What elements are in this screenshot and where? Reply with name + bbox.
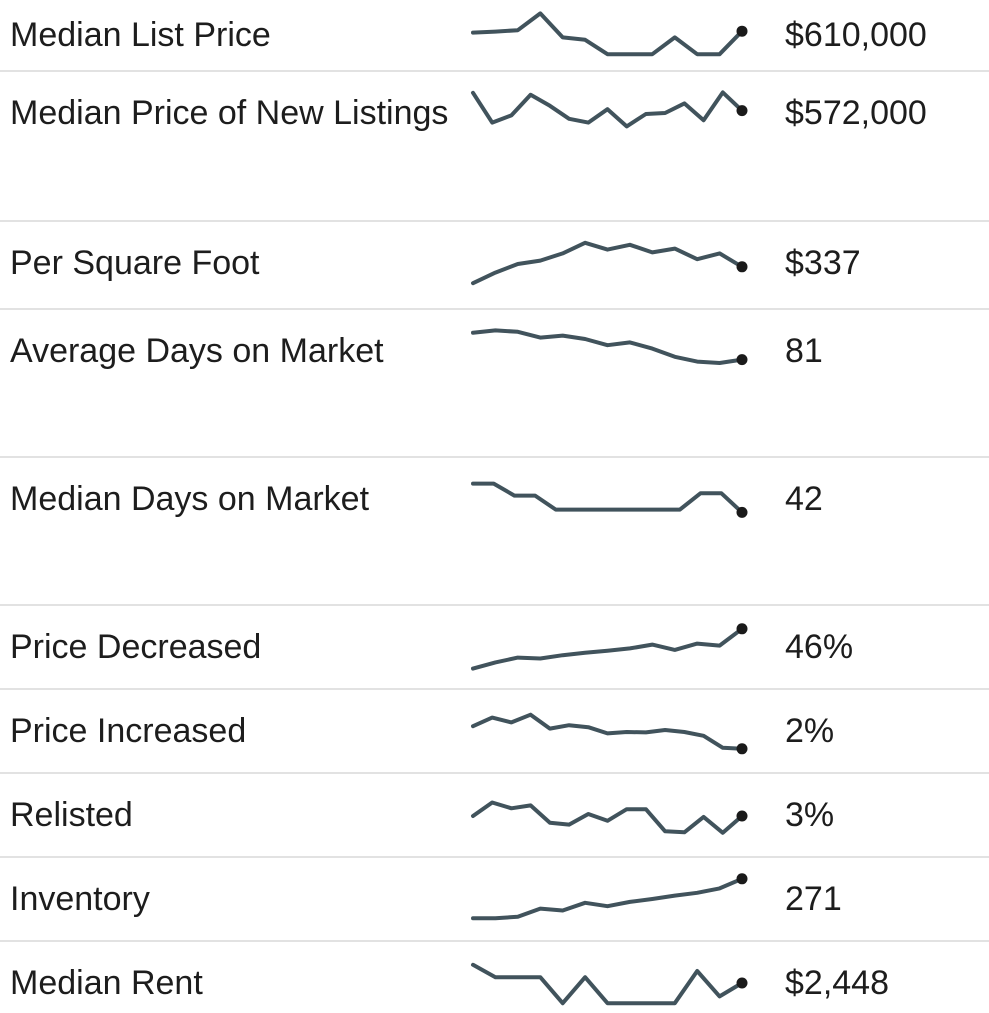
sparkline-chart bbox=[470, 228, 755, 298]
sparkline-chart bbox=[470, 780, 755, 850]
metric-row-inventory: Inventory 271 bbox=[0, 858, 989, 942]
metric-value: 42 bbox=[785, 480, 823, 518]
sparkline-end-dot bbox=[736, 25, 748, 37]
metric-label: Relisted bbox=[10, 796, 133, 834]
sparkline-chart bbox=[470, 78, 755, 148]
metric-label: Median Price of New Listings bbox=[10, 94, 449, 132]
metric-value: 2% bbox=[785, 712, 835, 750]
sparkline-end-dot bbox=[736, 354, 748, 366]
sparkline-end-dot bbox=[736, 873, 748, 885]
sparkline-end-dot bbox=[736, 810, 748, 822]
metric-label: Median Days on Market bbox=[10, 480, 370, 518]
sparkline-end-dot bbox=[736, 977, 748, 989]
metric-row-median-price-new-listings: Median Price of New Listings $572,000 bbox=[0, 72, 989, 222]
metric-row-relisted: Relisted 3% bbox=[0, 774, 989, 858]
sparkline-end-dot bbox=[736, 105, 748, 117]
sparkline-chart bbox=[470, 696, 755, 766]
metric-label: Price Increased bbox=[10, 712, 247, 750]
sparkline-chart bbox=[470, 948, 755, 1013]
metric-label: Per Square Foot bbox=[10, 244, 260, 282]
metric-value: $337 bbox=[785, 244, 861, 282]
metric-value: $572,000 bbox=[785, 94, 927, 132]
sparkline-chart bbox=[470, 612, 755, 682]
sparkline-end-dot bbox=[736, 623, 748, 635]
metric-value: $2,448 bbox=[785, 964, 889, 1002]
metric-value: 46% bbox=[785, 628, 854, 666]
metric-row-price-increased: Price Increased 2% bbox=[0, 690, 989, 774]
metric-value: 271 bbox=[785, 880, 842, 918]
sparkline-chart bbox=[470, 0, 755, 70]
metric-row-price-decreased: Price Decreased 46% bbox=[0, 606, 989, 690]
metric-value: 81 bbox=[785, 332, 823, 370]
metric-row-median-rent: Median Rent $2,448 bbox=[0, 942, 989, 1013]
sparkline-chart bbox=[470, 464, 755, 534]
sparkline-end-dot bbox=[736, 743, 748, 755]
metric-label: Price Decreased bbox=[10, 628, 262, 666]
metric-row-median-days-on-market: Median Days on Market 42 bbox=[0, 458, 989, 606]
metric-row-median-list-price: Median List Price $610,000 bbox=[0, 0, 989, 72]
metric-value: $610,000 bbox=[785, 16, 927, 54]
metric-value: 3% bbox=[785, 796, 835, 834]
metric-label: Inventory bbox=[10, 880, 150, 918]
metric-label: Median List Price bbox=[10, 16, 271, 54]
metric-label: Median Rent bbox=[10, 964, 203, 1002]
sparkline-end-dot bbox=[736, 506, 748, 518]
sparkline-chart bbox=[470, 864, 755, 934]
metric-label: Average Days on Market bbox=[10, 332, 384, 370]
sparkline-chart bbox=[470, 316, 755, 386]
metric-row-per-square-foot: Per Square Foot $337 bbox=[0, 222, 989, 310]
metric-row-average-days-on-market: Average Days on Market 81 bbox=[0, 310, 989, 458]
sparkline-end-dot bbox=[736, 261, 748, 273]
